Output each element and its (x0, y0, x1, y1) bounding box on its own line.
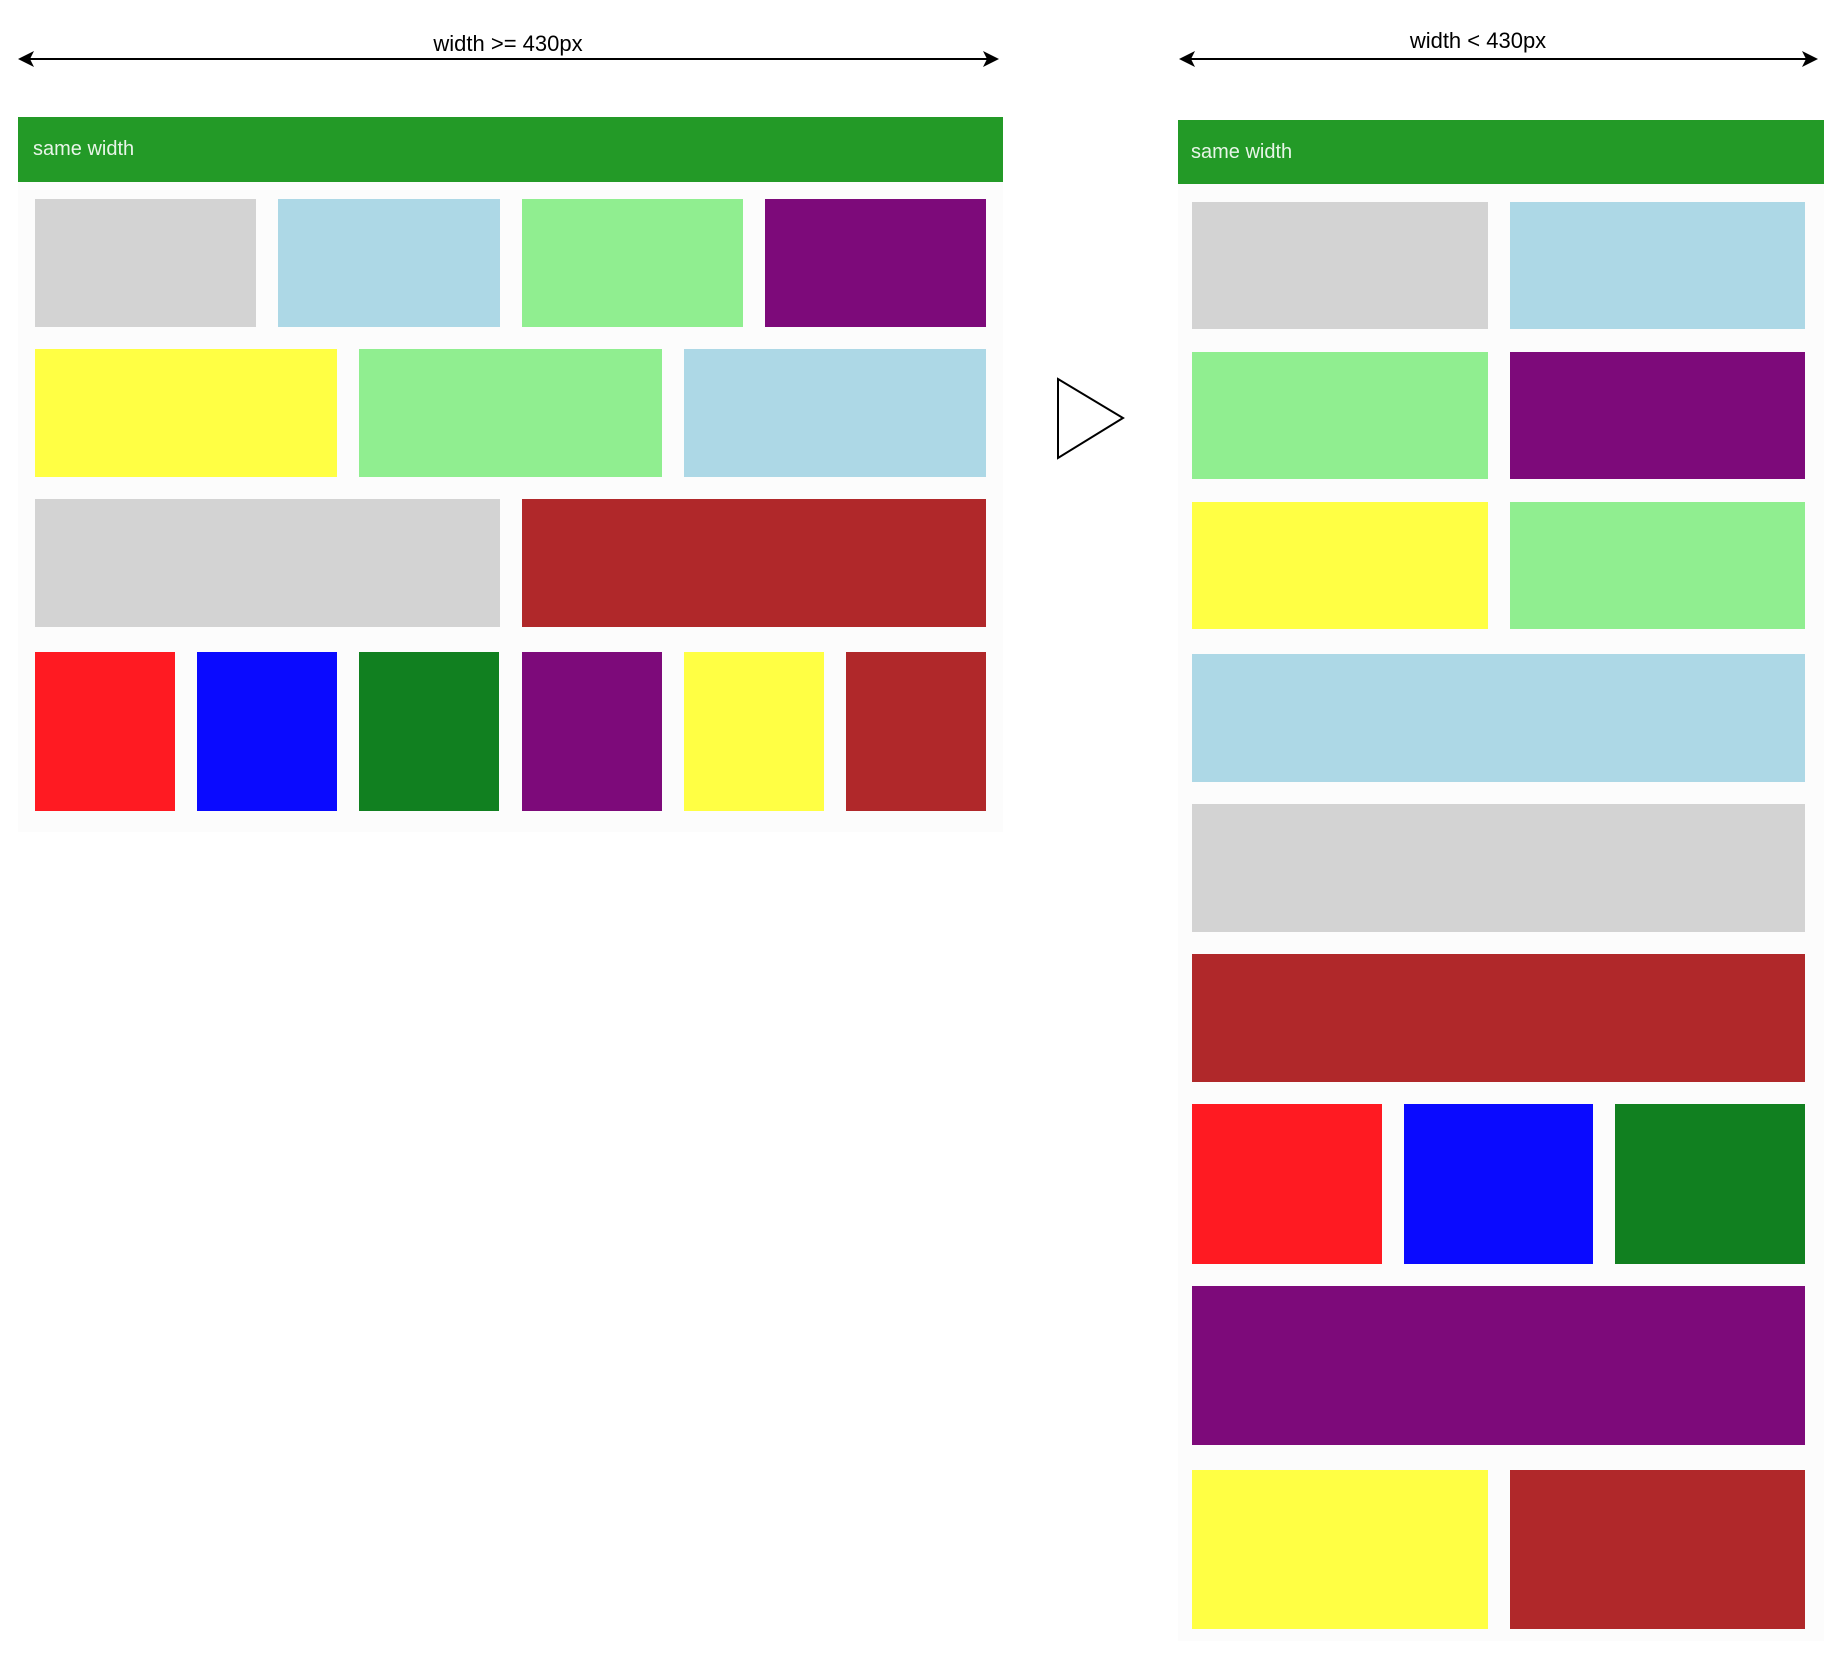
right-width-arrow (1179, 51, 1818, 67)
wide-box-r2-c1 (35, 349, 338, 477)
narrow-box-r4-c1 (1192, 654, 1805, 782)
narrow-box-r2-c2 (1509, 352, 1805, 479)
narrow-box-r6-c1 (1192, 954, 1805, 1082)
wide-box-r4-c3 (359, 652, 500, 811)
narrow-box-r7-c1 (1192, 1104, 1382, 1264)
wide-box-r2-c2 (359, 349, 662, 477)
wide-box-r4-c6 (845, 652, 986, 811)
left-width-label: width >= 430px (433, 31, 583, 56)
narrow-box-r3-c2 (1509, 502, 1805, 629)
wide-box-r1-c2 (278, 199, 500, 327)
narrow-layout-header: same width (1178, 120, 1824, 184)
wide-box-r4-c5 (683, 652, 824, 811)
narrow-box-r7-c3 (1615, 1104, 1805, 1264)
left-width-arrow (18, 51, 999, 67)
narrow-box-r2-c1 (1192, 352, 1488, 479)
wide-box-r4-c1 (35, 652, 176, 811)
narrow-box-r9-c2 (1509, 1470, 1805, 1629)
wide-box-r1-c3 (521, 199, 743, 327)
narrow-box-r3-c1 (1192, 502, 1488, 629)
wide-box-r1-c1 (35, 199, 257, 327)
wide-box-r4-c4 (521, 652, 662, 811)
narrow-box-r8-c1 (1192, 1286, 1805, 1445)
wide-box-r1-c4 (764, 199, 986, 327)
narrow-box-r9-c1 (1192, 1470, 1488, 1629)
wide-box-r3-c1 (35, 499, 500, 627)
wide-box-r4-c2 (197, 652, 338, 811)
narrow-box-r1-c2 (1509, 202, 1805, 329)
wide-box-r3-c2 (521, 499, 986, 627)
narrow-box-r1-c1 (1192, 202, 1488, 329)
wide-box-r2-c3 (683, 349, 986, 477)
narrow-box-r7-c2 (1403, 1104, 1594, 1264)
wide-layout-header: same width (18, 117, 1003, 182)
narrow-box-r5-c1 (1192, 804, 1805, 932)
right-width-label: width < 430px (1409, 28, 1547, 53)
transition-triangle-icon (1057, 377, 1125, 460)
